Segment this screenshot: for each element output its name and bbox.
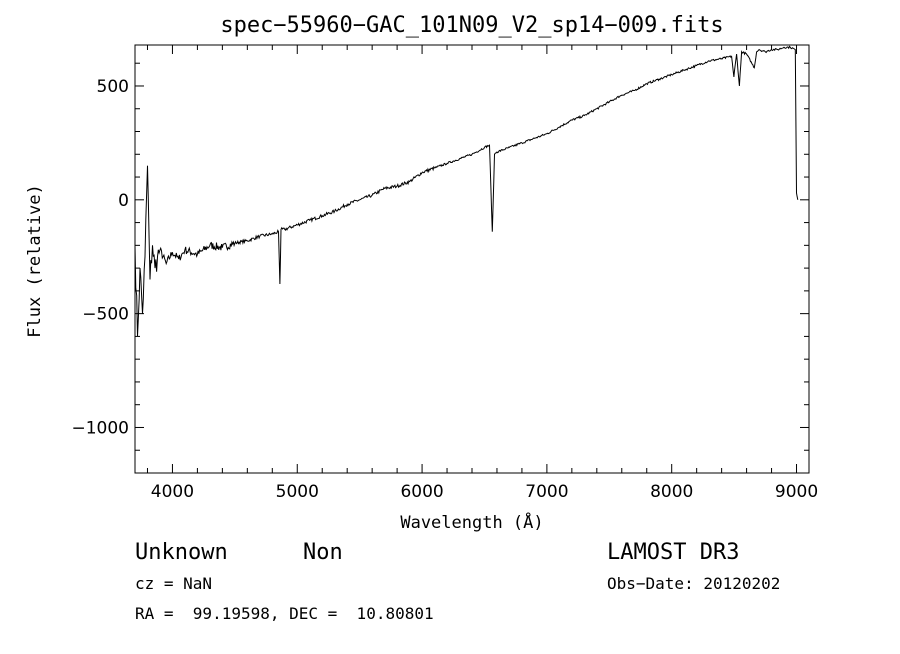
x-tick-label: 4000 (151, 482, 194, 502)
y-tick-label: 500 (97, 77, 129, 97)
y-tick-label: −1000 (71, 418, 129, 438)
x-tick-label: 6000 (400, 482, 443, 502)
spectrum-line (134, 45, 799, 337)
x-tick-label: 9000 (775, 482, 818, 502)
object-subclass: Non (303, 540, 343, 565)
chart-title: spec−55960−GAC_101N09_V2_sp14−009.fits (220, 13, 723, 38)
observation-date: Obs−Date: 20120202 (607, 574, 780, 593)
x-tick-label: 5000 (276, 482, 319, 502)
x-tick-label: 7000 (525, 482, 568, 502)
redshift-cz: cz = NaN (135, 574, 212, 593)
survey-name: LAMOST DR3 (607, 540, 739, 565)
plot-area: 4000 5000 6000 7000 8000 9000 −1000 −500 0 500 (71, 44, 818, 502)
y-axis-label: Flux (relative) (25, 184, 45, 338)
x-axis-label: Wavelength (Å) (400, 511, 543, 533)
y-tick-label: −500 (82, 305, 129, 325)
plot-frame (134, 44, 810, 474)
x-axis: 4000 5000 6000 7000 8000 9000 (146, 45, 818, 502)
object-type: Unknown (135, 540, 228, 565)
x-tick-label: 8000 (650, 482, 693, 502)
y-tick-label: 0 (118, 191, 129, 211)
coordinates: RA = 99.19598, DEC = 10.80801 (135, 604, 434, 623)
y-axis: −1000 −500 0 500 (71, 62, 809, 474)
